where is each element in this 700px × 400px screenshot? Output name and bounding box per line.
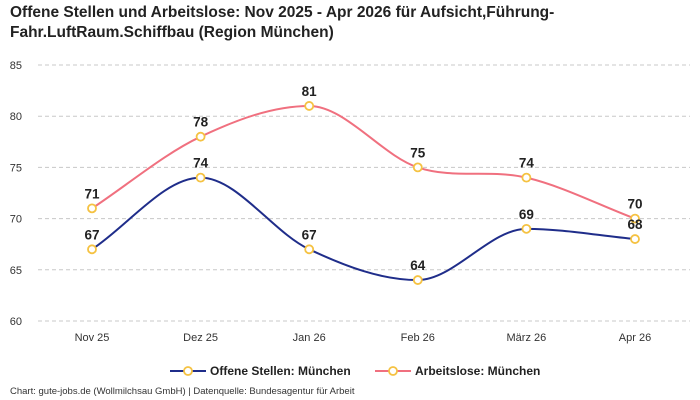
data-point [304, 101, 315, 111]
legend-marker [388, 366, 398, 376]
data-point [630, 234, 640, 244]
data-label: 81 [302, 84, 318, 99]
data-label: 71 [84, 186, 100, 201]
data-point [412, 162, 423, 173]
legend: Offene Stellen: München Arbeitslose: Münc… [170, 364, 540, 378]
y-tick-label: 70 [10, 214, 22, 226]
y-tick-label: 75 [10, 162, 22, 174]
y-tick-label: 85 [10, 60, 22, 72]
source-footer: Chart: gute-jobs.de (Wollmilchsau GmbH) … [10, 386, 355, 397]
data-label: 78 [193, 115, 209, 130]
x-tick-label: Apr 26 [619, 332, 651, 344]
legend-marker [183, 366, 193, 376]
data-point [195, 172, 206, 183]
y-tick-label: 65 [10, 265, 22, 277]
series-line [91, 104, 636, 220]
x-tick-label: Feb 26 [401, 332, 435, 344]
data-label: 69 [519, 207, 534, 222]
data-label: 64 [410, 258, 426, 273]
series-points [87, 101, 640, 285]
y-axis-ticks: 60 65 70 75 80 85 [10, 60, 22, 328]
x-axis-ticks: Nov 25 Dez 25 Jan 26 Feb 26 März 26 Apr 26 [75, 332, 652, 344]
y-tick-label: 60 [10, 316, 22, 328]
data-label: 70 [627, 197, 642, 212]
series-lines [91, 104, 636, 282]
data-point [304, 244, 315, 255]
data-label: 74 [519, 156, 535, 171]
data-point [521, 172, 532, 183]
data-label: 75 [410, 145, 426, 160]
data-label: 67 [84, 227, 99, 242]
legend-label: Arbeitslose: München [415, 364, 540, 378]
grid-lines [38, 64, 690, 322]
data-point [87, 244, 97, 255]
series-line [91, 176, 636, 282]
data-label: 74 [193, 156, 209, 171]
data-label: 67 [302, 227, 317, 242]
data-point [412, 275, 423, 285]
x-tick-label: März 26 [507, 332, 547, 344]
data-label: 68 [627, 217, 643, 232]
data-point [521, 223, 532, 234]
x-tick-label: Jan 26 [293, 332, 326, 344]
legend-label: Offene Stellen: München [210, 364, 351, 378]
chart-title: Offene Stellen und Arbeitslose: Nov 2025… [10, 4, 555, 41]
data-point [87, 203, 97, 214]
data-labels: 67 74 67 64 69 68 71 78 81 75 74 70 [84, 84, 643, 273]
data-point [630, 213, 640, 224]
x-tick-label: Nov 25 [75, 332, 110, 344]
y-tick-label: 80 [10, 111, 22, 123]
data-point [195, 131, 206, 142]
x-tick-label: Dez 25 [183, 332, 218, 344]
